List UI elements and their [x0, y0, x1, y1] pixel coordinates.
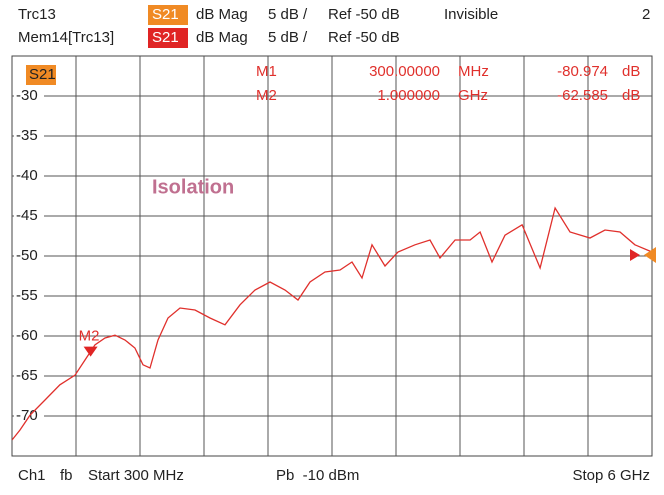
trace-line — [12, 206, 652, 441]
marker-name: M2 — [256, 87, 277, 104]
horizontal-grid — [12, 95, 652, 417]
y-tick-label-bg — [14, 88, 44, 104]
marker-unit: dB — [622, 87, 640, 104]
power: Pb -10 dBm — [276, 467, 359, 484]
marker-triangle — [83, 346, 98, 357]
y-tick-label-bg — [14, 208, 44, 224]
ref-marker — [644, 247, 656, 263]
scale: 5 dB / — [268, 6, 308, 23]
channel: Ch1 — [18, 467, 46, 484]
y-tick-labels: -30 -35 -40 -45 -50 -55 -60 -65 -70 — [14, 87, 44, 424]
y-tick-label: -55 — [16, 287, 38, 304]
y-tick-label: -70 — [16, 407, 38, 424]
y-tick-label-bg — [14, 368, 44, 384]
ref-marker — [630, 249, 640, 261]
window-number: 2 — [642, 6, 650, 23]
annotation: Isolation — [152, 176, 234, 198]
y-tick-label-bg — [14, 168, 44, 184]
ref: Ref -50 dB — [328, 29, 400, 46]
y-tick-label: -35 — [16, 127, 38, 144]
y-tick-label-bg — [14, 248, 44, 264]
sweep-mode: fb — [60, 467, 73, 484]
param-badge — [148, 5, 188, 25]
marker-x-unit: GHz — [458, 87, 488, 104]
y-tick-label: -60 — [16, 327, 38, 344]
traces: M1M2 — [12, 206, 652, 441]
y-tick-label-bg — [14, 288, 44, 304]
param-badge — [148, 28, 188, 48]
marker-label: M2 — [79, 328, 100, 345]
param: S21 — [152, 29, 179, 46]
stop-frequency: Stop 6 GHz — [572, 467, 650, 484]
y-tick-label: -30 — [16, 87, 38, 104]
y-tick-label-bg — [14, 128, 44, 144]
marker-x: 300.00000 — [369, 63, 440, 80]
trace-label-badge — [26, 65, 56, 85]
marker-x: 1.000000 — [377, 87, 440, 104]
ref: Ref -50 dB — [328, 6, 400, 23]
memory-trace-name: Mem14[Trc13] — [18, 29, 114, 46]
scale: 5 dB / — [268, 29, 308, 46]
y-tick-label-bg — [14, 328, 44, 344]
format: dB Mag — [196, 6, 248, 23]
trace-name: Trc13 — [18, 6, 56, 23]
marker-value: -80.974 — [557, 63, 608, 80]
state: Invisible — [444, 6, 498, 23]
marker-value: -62.585 — [557, 87, 608, 104]
param: S21 — [152, 6, 179, 23]
start-frequency: Start 300 MHz — [88, 467, 184, 484]
marker-x-unit: MHz — [458, 63, 489, 80]
trace-label: S21 — [29, 66, 56, 83]
y-tick-label: -50 — [16, 247, 38, 264]
marker-readout: M1 300.00000 MHz -80.974 dB M2 1.000000 GHz -62.… — [256, 63, 640, 104]
format: dB Mag — [196, 29, 248, 46]
marker-unit: dB — [622, 63, 640, 80]
y-tick-label: -65 — [16, 367, 38, 384]
marker-name: M1 — [256, 63, 277, 80]
y-tick-label: -40 — [16, 167, 38, 184]
y-tick-label: -45 — [16, 207, 38, 224]
